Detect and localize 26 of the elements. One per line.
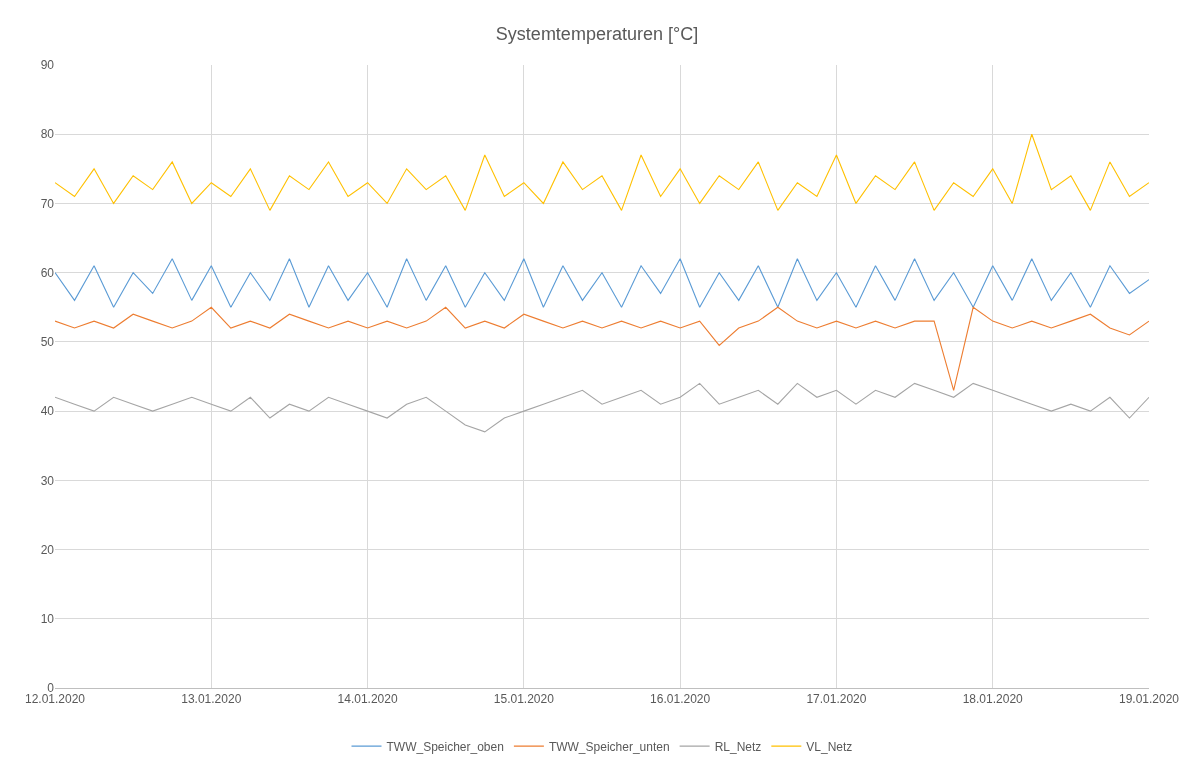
x-tick-label: 17.01.2020 — [806, 692, 867, 707]
legend-label: VL_Netz — [806, 739, 853, 754]
y-tick-label: 90 — [40, 58, 55, 73]
line-series — [55, 133, 1149, 211]
legend-label: TWW_Speicher_oben — [386, 739, 504, 754]
chart-title: Systemtemperaturen [°C] — [495, 23, 699, 44]
line-series — [55, 306, 1149, 391]
line-series — [55, 258, 1149, 308]
x-tick-label: 14.01.2020 — [337, 692, 398, 707]
y-tick-label: 70 — [40, 196, 55, 211]
legend-label: RL_Netz — [714, 739, 762, 754]
x-tick-label: 13.01.2020 — [181, 692, 242, 707]
y-tick-label: 20 — [40, 542, 55, 557]
line-series — [55, 382, 1149, 433]
y-tick-label: 10 — [40, 611, 55, 626]
legend-label: TWW_Speicher_unten — [548, 739, 670, 754]
y-tick-label: 40 — [40, 404, 55, 419]
y-tick-label: 60 — [40, 265, 55, 280]
y-tick-label: 50 — [40, 335, 55, 350]
x-tick-label: 12.01.2020 — [24, 692, 86, 707]
x-tick-label: 15.01.2020 — [493, 692, 555, 707]
y-tick-label: 80 — [40, 127, 55, 142]
x-tick-label: 18.01.2020 — [962, 692, 1024, 707]
x-tick-label: 19.01.2020 — [1118, 692, 1180, 707]
x-tick-label: 16.01.2020 — [650, 692, 711, 707]
y-tick-label: 30 — [40, 473, 55, 488]
